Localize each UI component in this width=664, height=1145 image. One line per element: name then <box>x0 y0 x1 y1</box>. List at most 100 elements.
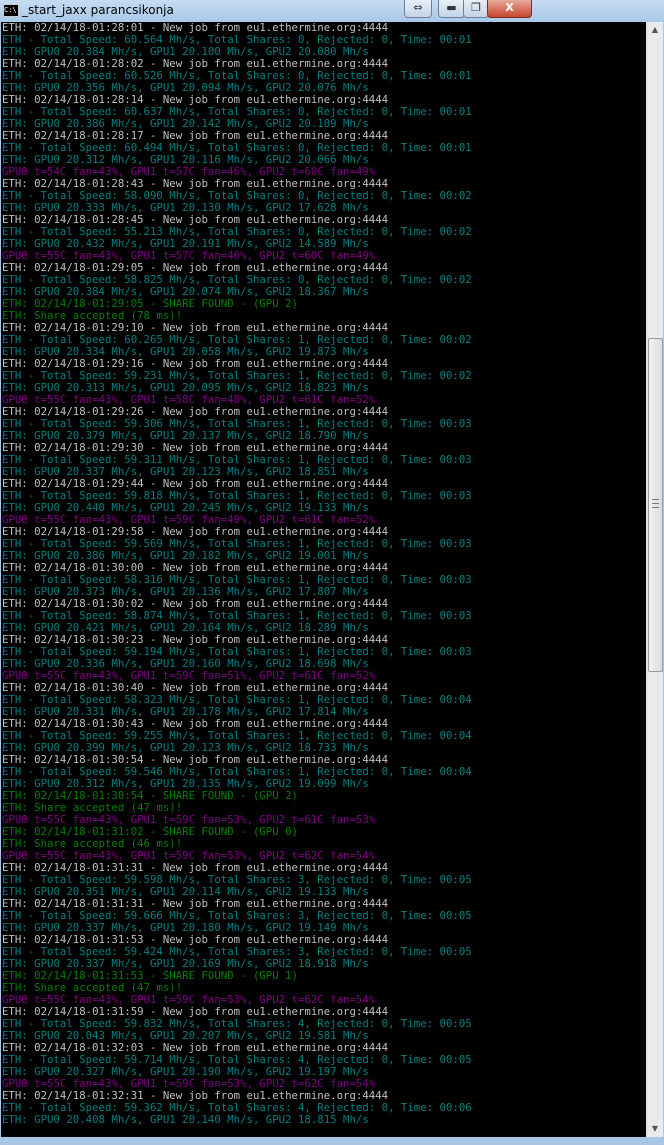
console-line-share: ETH: 02/14/18-01:29:05 - SHARE FOUND - (… <box>2 297 298 310</box>
console-line-speed: ETH - Total Speed: 58.323 Mh/s, Total Sh… <box>2 693 472 706</box>
console-line-speed: ETH: GPU0 20.312 Mh/s, GPU1 20.116 Mh/s,… <box>2 153 369 166</box>
console-line-speed: ETH: GPU0 20.379 Mh/s, GPU1 20.137 Mh/s,… <box>2 429 369 442</box>
scrollbar-thumb[interactable] <box>648 338 663 672</box>
console-line-job: ETH: 02/14/18-01:29:05 - New job from eu… <box>2 261 389 274</box>
console-line-job: ETH: 02/14/18-01:30:02 - New job from eu… <box>2 597 389 610</box>
scroll-up-arrow-icon[interactable]: ▲ <box>651 25 659 34</box>
console-line-temp: GPU0 t=55C fan=43%, GPU1 t=58C fan=48%, … <box>2 393 376 406</box>
console-line-job: ETH: 02/14/18-01:30:23 - New job from eu… <box>2 633 389 646</box>
console-line-speed: ETH - Total Speed: 58.316 Mh/s, Total Sh… <box>2 573 472 586</box>
console-line-speed: ETH - Total Speed: 58.825 Mh/s, Total Sh… <box>2 273 472 286</box>
vertical-scrollbar[interactable]: ▲ ▼ <box>646 22 663 1137</box>
console-line-job: ETH: 02/14/18-01:29:16 - New job from eu… <box>2 357 389 370</box>
console-line-temp: GPU0 t=55C fan=43%, GPU1 t=59C fan=53%, … <box>2 1077 376 1090</box>
console-line-job: ETH: 02/14/18-01:31:31 - New job from eu… <box>2 897 389 910</box>
console-line-speed: ETH - Total Speed: 59.832 Mh/s, Total Sh… <box>2 1017 472 1030</box>
console-line-job: ETH: 02/14/18-01:29:58 - New job from eu… <box>2 525 389 538</box>
maximize-button[interactable]: ❐ <box>463 0 489 18</box>
console-line-job: ETH: 02/14/18-01:29:26 - New job from eu… <box>2 405 389 418</box>
console-line-share: ETH: 02/14/18-01:31:53 - SHARE FOUND - (… <box>2 969 298 982</box>
console-line-job: ETH: 02/14/18-01:32:03 - New job from eu… <box>2 1041 389 1054</box>
console-line-speed: ETH: GPU0 20.373 Mh/s, GPU1 20.136 Mh/s,… <box>2 585 369 598</box>
console-line-temp: GPU0 t=54C fan=43%, GPU1 t=57C fan=46%, … <box>2 165 376 178</box>
console-line-job: ETH: 02/14/18-01:31:59 - New job from eu… <box>2 1005 389 1018</box>
console-line-job: ETH: 02/14/18-01:28:14 - New job from eu… <box>2 93 389 106</box>
console-line-share: ETH: 02/14/18-01:30:54 - SHARE FOUND - (… <box>2 789 298 802</box>
console-line-speed: ETH - Total Speed: 59.546 Mh/s, Total Sh… <box>2 765 472 778</box>
console-line-speed: ETH: GPU0 20.421 Mh/s, GPU1 20.164 Mh/s,… <box>2 621 369 634</box>
console-line-speed: ETH: GPU0 20.333 Mh/s, GPU1 20.130 Mh/s,… <box>2 201 369 214</box>
console-line-speed: ETH: GPU0 20.399 Mh/s, GPU1 20.123 Mh/s,… <box>2 741 369 754</box>
console-line-speed: ETH - Total Speed: 59.569 Mh/s, Total Sh… <box>2 537 472 550</box>
console-line-job: ETH: 02/14/18-01:30:00 - New job from eu… <box>2 561 389 574</box>
console-line-speed: ETH: GPU0 20.337 Mh/s, GPU1 20.169 Mh/s,… <box>2 957 369 970</box>
console-line-speed: ETH: GPU0 20.351 Mh/s, GPU1 20.114 Mh/s,… <box>2 885 369 898</box>
console-line-speed: ETH: GPU0 20.384 Mh/s, GPU1 20.074 Mh/s,… <box>2 285 369 298</box>
console-line-speed: ETH - Total Speed: 59.714 Mh/s, Total Sh… <box>2 1053 472 1066</box>
console-line-speed: ETH: GPU0 20.334 Mh/s, GPU1 20.058 Mh/s,… <box>2 345 369 358</box>
console-line-speed: ETH: GPU0 20.408 Mh/s, GPU1 20.140 Mh/s,… <box>2 1113 369 1126</box>
console-line-speed: ETH: GPU0 20.313 Mh/s, GPU1 20.095 Mh/s,… <box>2 381 369 394</box>
console-line-job: ETH: 02/14/18-01:30:40 - New job from eu… <box>2 681 389 694</box>
console-line-job: ETH: 02/14/18-01:32:31 - New job from eu… <box>2 1089 389 1102</box>
console-line-speed: ETH: GPU0 20.356 Mh/s, GPU1 20.094 Mh/s,… <box>2 81 369 94</box>
console-line-temp: GPU0 t=55C fan=43%, GPU1 t=59C fan=49%, … <box>2 513 376 526</box>
console-line-job: ETH: 02/14/18-01:28:43 - New job from eu… <box>2 177 389 190</box>
console-line-speed: ETH: GPU0 20.384 Mh/s, GPU1 20.100 Mh/s,… <box>2 45 369 58</box>
console-line-speed: ETH: GPU0 20.331 Mh/s, GPU1 20.178 Mh/s,… <box>2 705 369 718</box>
console-line-speed: ETH: GPU0 20.386 Mh/s, GPU1 20.142 Mh/s,… <box>2 117 369 130</box>
console-line-job: ETH: 02/14/18-01:28:45 - New job from eu… <box>2 213 389 226</box>
console-line-speed: ETH: GPU0 20.312 Mh/s, GPU1 20.135 Mh/s,… <box>2 777 369 790</box>
console-line-speed: ETH - Total Speed: 59.362 Mh/s, Total Sh… <box>2 1101 472 1114</box>
scroll-down-arrow-icon[interactable]: ▼ <box>651 1124 659 1133</box>
title-bar[interactable]: C:\ _start_jaxx parancsikonja ⇔ ▬ ❐ X <box>0 0 664 22</box>
console-line-speed: ETH: GPU0 20.386 Mh/s, GPU1 20.182 Mh/s,… <box>2 549 369 562</box>
console-line-speed: ETH - Total Speed: 58.874 Mh/s, Total Sh… <box>2 609 472 622</box>
console-line-speed: ETH: GPU0 20.337 Mh/s, GPU1 20.123 Mh/s,… <box>2 465 369 478</box>
console-line-job: ETH: 02/14/18-01:29:30 - New job from eu… <box>2 441 389 454</box>
console-line-share: ETH: Share accepted (47 ms)! <box>2 981 183 994</box>
console-line-speed: ETH: GPU0 20.432 Mh/s, GPU1 20.191 Mh/s,… <box>2 237 369 250</box>
close-button[interactable]: X <box>487 0 532 18</box>
console-line-temp: GPU0 t=55C fan=43%, GPU1 t=57C fan=46%, … <box>2 249 376 262</box>
console-line-share: ETH: Share accepted (46 ms)! <box>2 837 183 850</box>
console-line-speed: ETH - Total Speed: 59.666 Mh/s, Total Sh… <box>2 909 472 922</box>
console-line-speed: ETH - Total Speed: 59.255 Mh/s, Total Sh… <box>2 729 472 742</box>
console-line-job: ETH: 02/14/18-01:31:53 - New job from eu… <box>2 933 389 946</box>
console-line-job: ETH: 02/14/18-01:30:54 - New job from eu… <box>2 753 389 766</box>
console-line-speed: ETH - Total Speed: 55.213 Mh/s, Total Sh… <box>2 225 472 238</box>
console-line-speed: ETH - Total Speed: 58.090 Mh/s, Total Sh… <box>2 189 472 202</box>
console-line-speed: ETH: GPU0 20.327 Mh/s, GPU1 20.190 Mh/s,… <box>2 1065 369 1078</box>
console-line-temp: GPU0 t=55C fan=43%, GPU1 t=59C fan=53%, … <box>2 849 376 862</box>
console-line-share: ETH: Share accepted (78 ms)! <box>2 309 183 322</box>
console-line-job: ETH: 02/14/18-01:28:02 - New job from eu… <box>2 57 389 70</box>
console-line-speed: ETH: GPU0 20.337 Mh/s, GPU1 20.180 Mh/s,… <box>2 921 369 934</box>
console-line-temp: GPU0 t=55C fan=43%, GPU1 t=59C fan=51%, … <box>2 669 376 682</box>
console-line-speed: ETH - Total Speed: 60.526 Mh/s, Total Sh… <box>2 69 472 82</box>
console-line-job: ETH: 02/14/18-01:28:01 - New job from eu… <box>2 22 389 34</box>
console-line-speed: ETH: GPU0 20.440 Mh/s, GPU1 20.245 Mh/s,… <box>2 501 369 514</box>
console-line-speed: ETH - Total Speed: 60.265 Mh/s, Total Sh… <box>2 333 472 346</box>
console-line-temp: GPU0 t=55C fan=43%, GPU1 t=59C fan=53%, … <box>2 813 376 826</box>
console-line-speed: ETH - Total Speed: 59.818 Mh/s, Total Sh… <box>2 489 472 502</box>
console-line-job: ETH: 02/14/18-01:29:10 - New job from eu… <box>2 321 389 334</box>
console-icon: C:\ <box>3 4 19 17</box>
console-line-speed: ETH - Total Speed: 60.494 Mh/s, Total Sh… <box>2 141 472 154</box>
console-line-speed: ETH - Total Speed: 59.424 Mh/s, Total Sh… <box>2 945 472 958</box>
console-line-speed: ETH - Total Speed: 59.231 Mh/s, Total Sh… <box>2 369 472 382</box>
console-line-speed: ETH: GPU0 20.336 Mh/s, GPU1 20.160 Mh/s,… <box>2 657 369 670</box>
minimize-button[interactable]: ▬ <box>438 0 465 18</box>
console-line-speed: ETH - Total Speed: 59.194 Mh/s, Total Sh… <box>2 645 472 658</box>
console-line-temp: GPU0 t=55C fan=43%, GPU1 t=59C fan=53%, … <box>2 993 376 1006</box>
console-line-speed: ETH - Total Speed: 59.311 Mh/s, Total Sh… <box>2 453 472 466</box>
console-line-job: ETH: 02/14/18-01:28:17 - New job from eu… <box>2 129 389 142</box>
grip-icon <box>652 499 659 508</box>
console-line-speed: ETH - Total Speed: 60.637 Mh/s, Total Sh… <box>2 105 472 118</box>
console-line-share: ETH: Share accepted (47 ms)! <box>2 801 183 814</box>
console-line-speed: ETH - Total Speed: 59.598 Mh/s, Total Sh… <box>2 873 472 886</box>
console-line-speed: ETH - Total Speed: 59.306 Mh/s, Total Sh… <box>2 417 472 430</box>
console-output: ETH: 02/14/18-01:28:01 - New job from eu… <box>1 22 646 1137</box>
console-line-job: ETH: 02/14/18-01:29:44 - New job from eu… <box>2 477 389 490</box>
console-line-share: ETH: 02/14/18-01:31:02 - SHARE FOUND - (… <box>2 825 298 838</box>
resize-button[interactable]: ⇔ <box>404 0 432 18</box>
